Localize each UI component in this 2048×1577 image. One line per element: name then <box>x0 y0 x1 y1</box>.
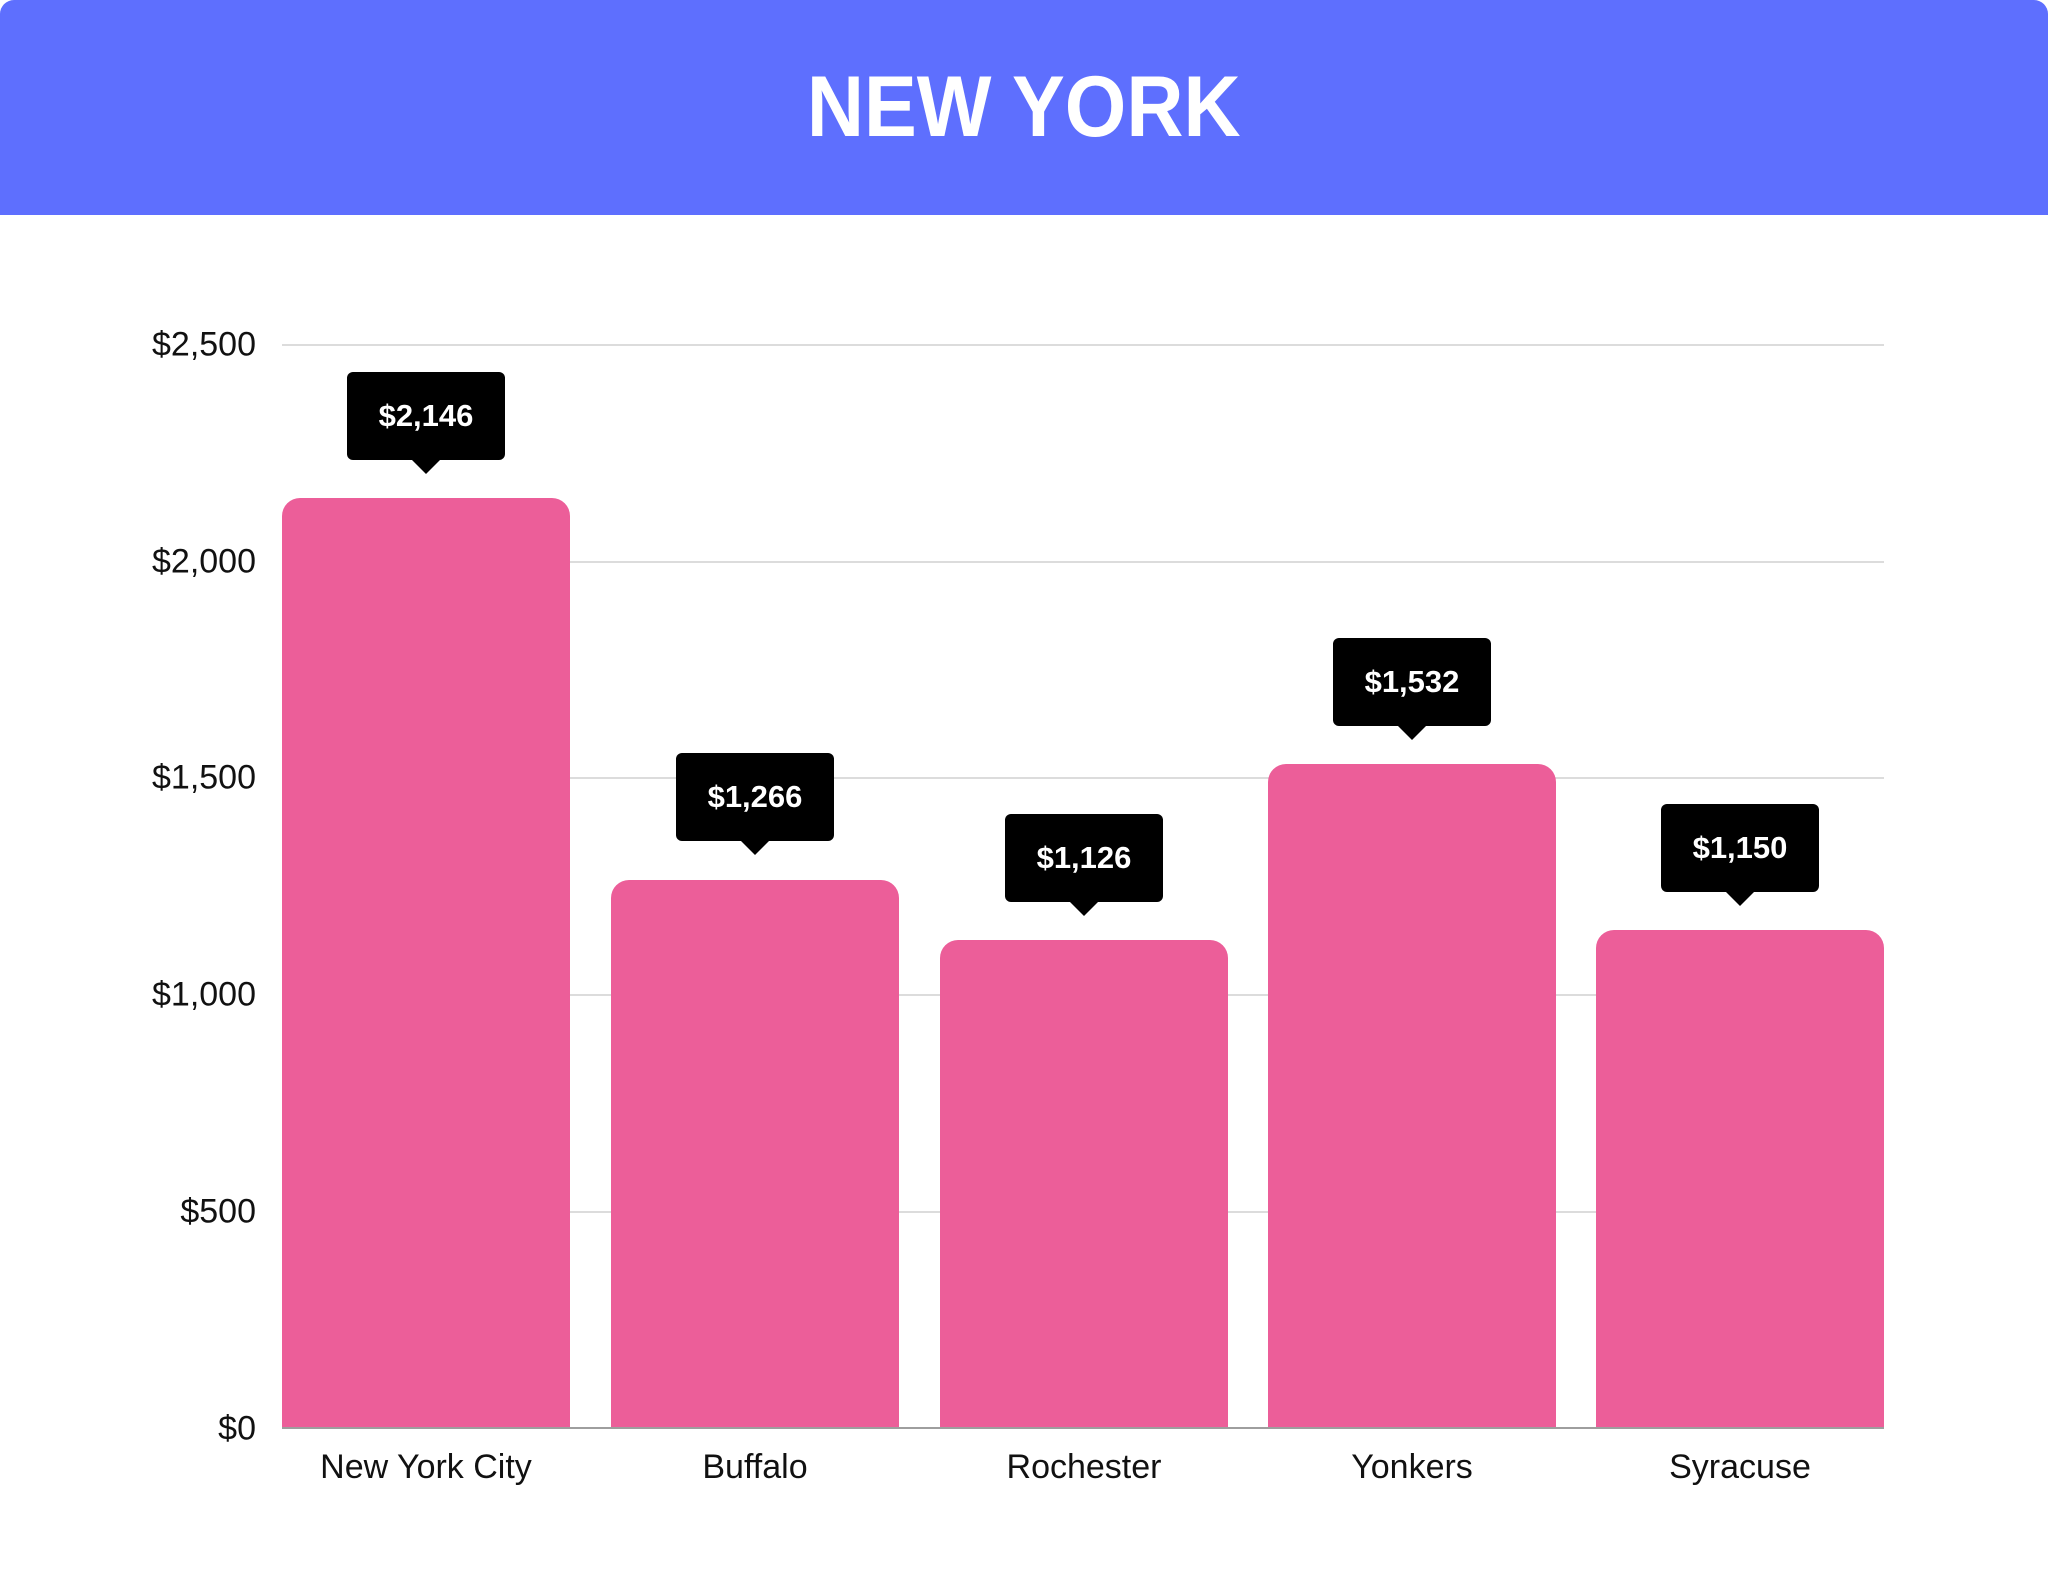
y-tick-label: $2,500 <box>152 325 256 364</box>
bar-rochester[interactable] <box>940 940 1228 1428</box>
y-tick-label: $1,500 <box>152 758 256 797</box>
x-category-label: Syracuse <box>1669 1448 1811 1486</box>
x-category-label: New York City <box>320 1448 532 1486</box>
x-category-label: Yonkers <box>1351 1448 1473 1486</box>
x-category-label: Rochester <box>1006 1448 1162 1486</box>
bar-buffalo[interactable] <box>611 880 899 1428</box>
bar-yonkers[interactable] <box>1268 764 1556 1428</box>
value-label-new-york-city: $2,146 <box>347 372 505 474</box>
chart-title: NEW YORK <box>807 59 1241 155</box>
y-tick-label: $2,000 <box>152 542 256 581</box>
value-label-rochester: $1,126 <box>1005 814 1163 916</box>
gridline-2500 <box>282 344 1884 346</box>
gridline-2000 <box>282 561 1884 563</box>
gridline-1500 <box>282 777 1884 779</box>
bar-syracuse[interactable] <box>1596 930 1884 1428</box>
value-label-yonkers: $1,532 <box>1333 638 1491 740</box>
chart-header: NEW YORK <box>0 0 2048 215</box>
y-tick-label: $500 <box>180 1192 256 1231</box>
y-tick-label: $0 <box>218 1409 256 1448</box>
bar-new-york-city[interactable] <box>282 498 570 1428</box>
value-label-syracuse: $1,150 <box>1661 804 1819 906</box>
value-label-buffalo: $1,266 <box>676 753 834 855</box>
x-category-label: Buffalo <box>702 1448 808 1486</box>
y-tick-label: $1,000 <box>152 975 256 1014</box>
x-axis-line <box>282 1427 1884 1429</box>
